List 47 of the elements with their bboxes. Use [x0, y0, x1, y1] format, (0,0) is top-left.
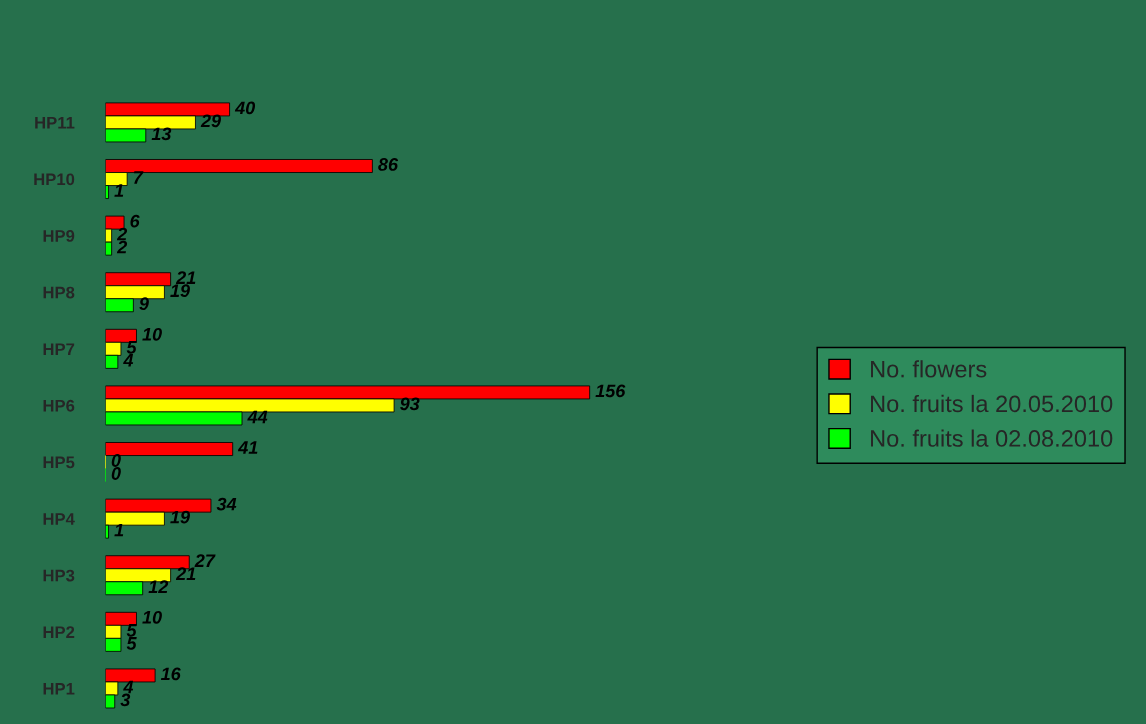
data-label: 34	[216, 497, 237, 511]
y-tick-label: HP7	[43, 343, 75, 355]
data-label: 10	[142, 610, 162, 624]
data-label: 12	[148, 580, 169, 593]
legend-label: No. fruits la 20.05.2010	[871, 394, 1113, 413]
y-tick-label: HP1	[43, 683, 75, 695]
data-label: 16	[160, 667, 181, 681]
data-label: 29	[200, 114, 222, 128]
data-label: 93	[400, 397, 420, 411]
data-label: 9	[139, 297, 149, 311]
data-label: 10	[142, 327, 162, 341]
data-label: 0	[111, 454, 121, 467]
y-tick-label: HP4	[43, 513, 75, 525]
y-tick-label: HP6	[43, 399, 75, 412]
data-label: 4	[123, 354, 134, 367]
data-label: 40	[234, 101, 256, 115]
data-label: 1	[114, 523, 124, 537]
data-label: 5	[126, 341, 137, 354]
y-tick-label: HP9	[43, 230, 75, 242]
y-tick-label: HP11	[35, 116, 75, 129]
data-label: 156	[595, 384, 626, 398]
data-label: 21	[175, 271, 196, 284]
y-tick-label: HP8	[43, 286, 75, 299]
data-label: 0	[111, 467, 121, 480]
data-label: 86	[378, 158, 399, 171]
y-tick-label: HP5	[43, 456, 75, 469]
data-label: 27	[194, 554, 216, 567]
data-label: 41	[237, 441, 258, 454]
y-tick-label: HP3	[43, 569, 75, 582]
data-label: 19	[170, 284, 190, 298]
data-label: 3	[120, 693, 131, 707]
legend-label: No. flowers	[871, 360, 987, 378]
data-label: 44	[247, 410, 268, 424]
data-label: 5	[126, 624, 137, 637]
legend-label: No. fruits la 02.08.2010	[871, 429, 1113, 447]
data-label: 19	[170, 510, 190, 524]
y-tick-label: HP2	[43, 626, 75, 638]
data-label: 5	[126, 637, 137, 650]
data-label: 7	[133, 171, 144, 184]
data-label: 13	[151, 127, 172, 141]
data-label: 1	[114, 184, 124, 197]
data-label: 4	[123, 680, 134, 694]
data-label: 2	[116, 227, 128, 241]
data-label: 21	[175, 567, 196, 580]
data-label: 6	[130, 214, 140, 228]
y-tick-label: HP10	[34, 173, 75, 186]
data-label: 2	[116, 240, 128, 254]
